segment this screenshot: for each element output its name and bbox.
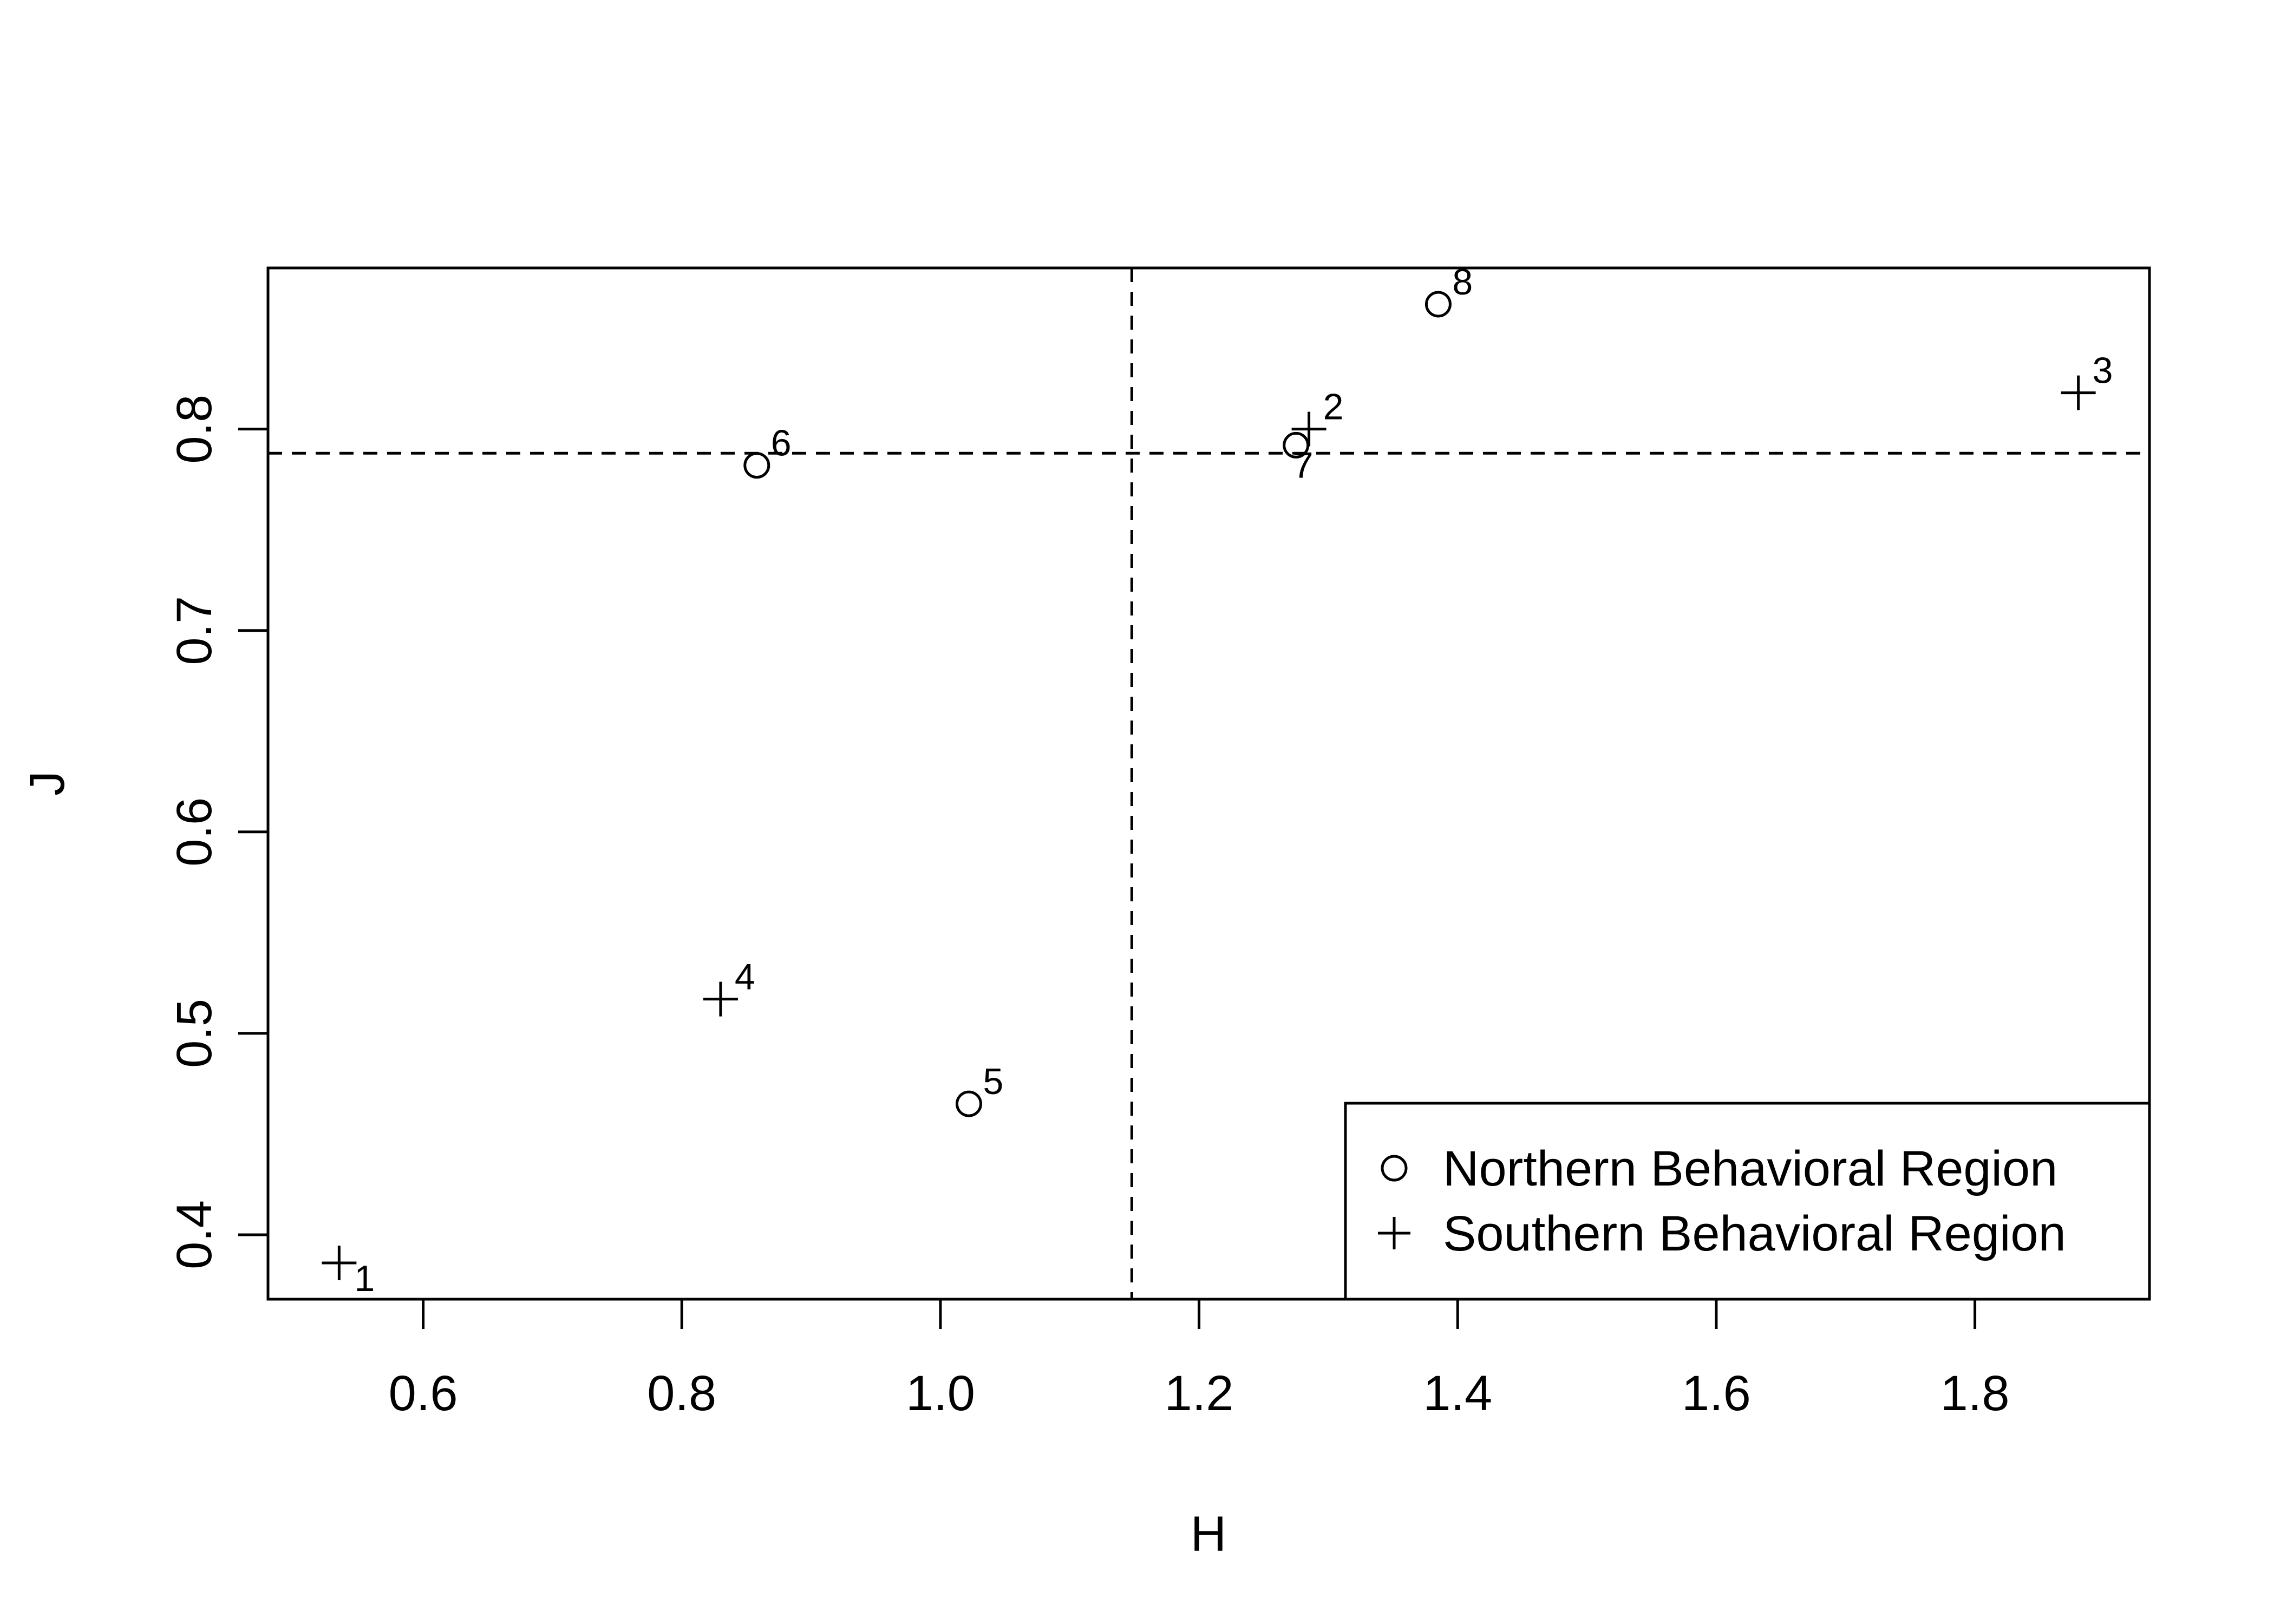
x-tick-label: 0.8	[647, 1366, 716, 1421]
legend-marker-circle	[1381, 1155, 1408, 1182]
x-tick-label: 1.0	[906, 1366, 975, 1421]
reference-lines	[268, 268, 2149, 1299]
data-point-circle	[1424, 291, 1452, 318]
x-tick-label: 1.4	[1423, 1366, 1492, 1421]
y-axis-title: J	[19, 771, 75, 796]
x-tick-label: 1.2	[1165, 1366, 1234, 1421]
y-tick-label: 0.5	[167, 999, 222, 1068]
point-label: 1	[354, 1258, 375, 1299]
y-tick-label: 0.4	[167, 1200, 222, 1269]
data-point-plus	[322, 1246, 357, 1281]
data-point-plus	[2061, 375, 2096, 410]
data-point-circle	[743, 452, 770, 479]
x-tick-label: 1.8	[1940, 1366, 2010, 1421]
plot-frame	[266, 266, 2151, 1301]
point-label: 2	[1323, 387, 1344, 428]
x-axis: 0.6 0.8 1.0 1.2 1.4 1.6 1.8	[389, 1299, 2010, 1421]
y-tick-label: 0.7	[167, 596, 222, 665]
y-tick-label: 0.6	[167, 797, 222, 867]
x-tick-label: 0.6	[389, 1366, 458, 1421]
legend-label-southern: Southern Behavioral Region	[1443, 1206, 2066, 1261]
x-axis-title: H	[1191, 1507, 1226, 1562]
legend-label-northern: Northern Behavioral Region	[1443, 1141, 2057, 1196]
point-label: 6	[771, 423, 792, 464]
y-axis: 0.4 0.5 0.6 0.7 0.8	[167, 395, 268, 1269]
data-point-plus	[703, 981, 738, 1017]
legend-box	[1344, 1102, 2151, 1301]
y-tick-label: 0.8	[167, 395, 222, 464]
data-point-plus	[1291, 411, 1327, 447]
point-label: 4	[735, 957, 755, 998]
point-label: 7	[1293, 444, 1314, 486]
legend: Northern Behavioral Region Southern Beha…	[1344, 1102, 2151, 1301]
data-point-circle	[955, 1090, 982, 1117]
x-tick-label: 1.6	[1682, 1366, 1751, 1421]
point-label: 5	[983, 1061, 1003, 1102]
point-label: 3	[2093, 350, 2113, 391]
